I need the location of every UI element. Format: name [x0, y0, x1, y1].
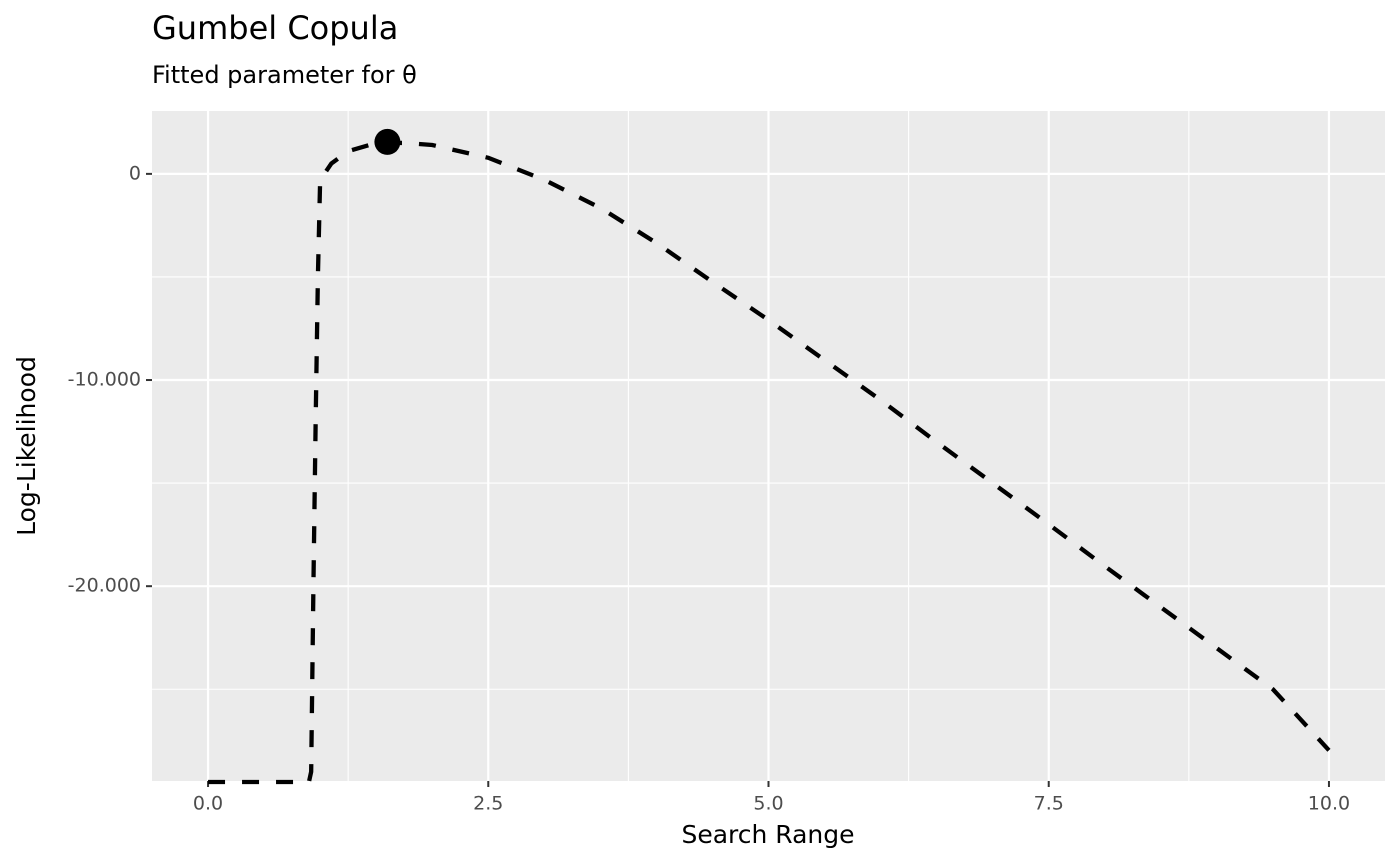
y-tick-label: -20.000 — [68, 575, 141, 597]
optimum-point — [374, 128, 401, 155]
x-tick-label: 7.5 — [1034, 793, 1064, 815]
x-tick-label: 2.5 — [473, 793, 503, 815]
x-tick-label: 10.0 — [1308, 793, 1350, 815]
chart-title: Gumbel Copula — [152, 9, 398, 47]
x-tick-label: 5.0 — [753, 793, 783, 815]
y-tick-label: 0 — [129, 162, 141, 184]
x-tick-label: 0.0 — [193, 793, 223, 815]
x-axis-title: Search Range — [681, 820, 854, 849]
y-tick-label: -10.000 — [68, 369, 141, 391]
y-axis-title: Log-Likelihood — [12, 356, 41, 536]
chart-subtitle: Fitted parameter for θ — [152, 61, 417, 89]
